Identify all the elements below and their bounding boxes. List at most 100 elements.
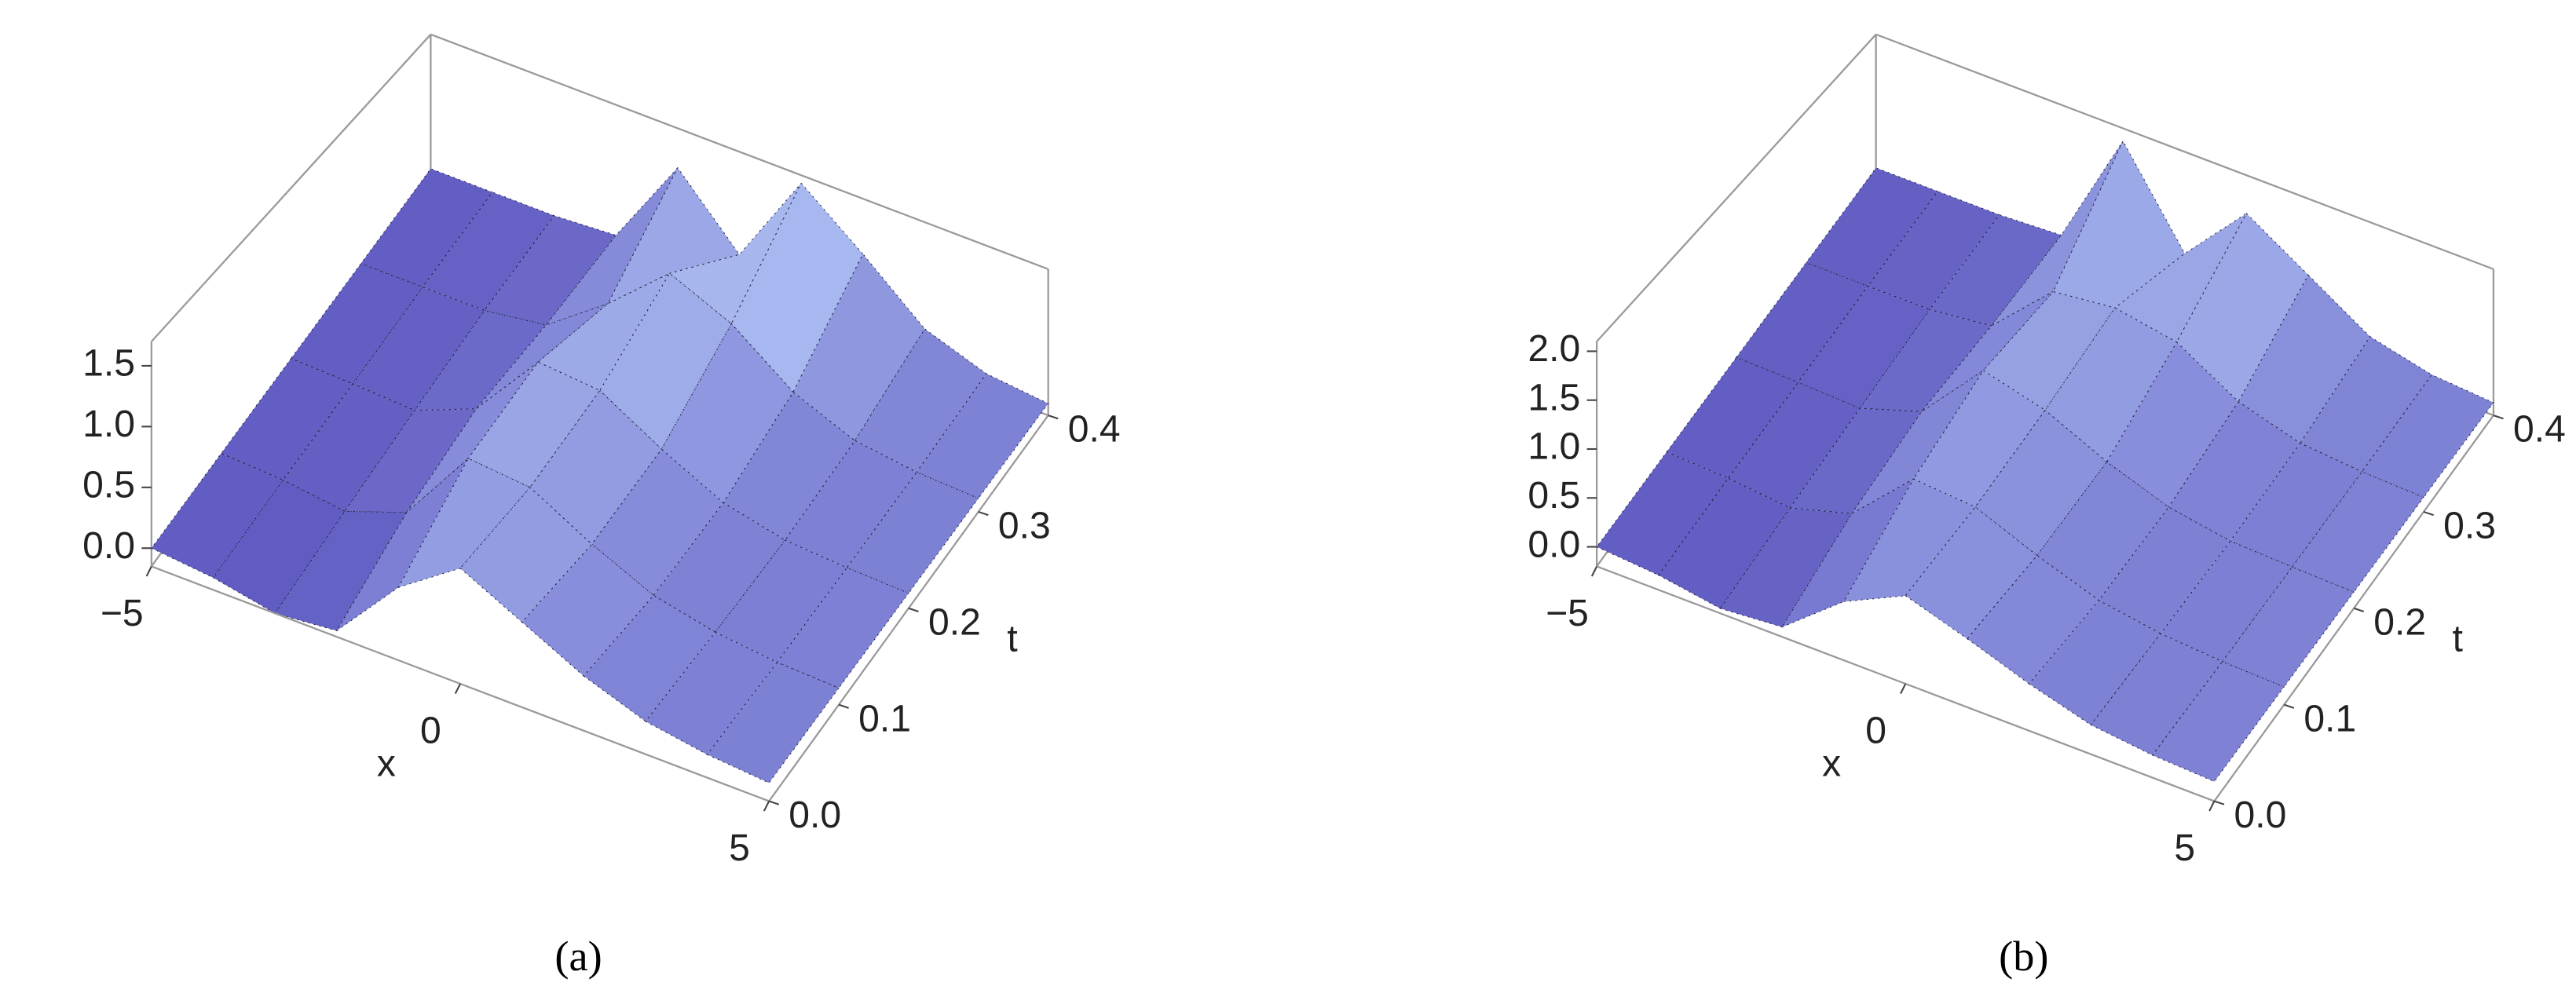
t-tick	[2283, 703, 2295, 709]
surface-patch	[360, 168, 493, 288]
z-tick-label: 2.0	[1528, 327, 1580, 370]
surface-patch	[352, 287, 485, 411]
x-tick	[763, 801, 770, 812]
surface-patch	[544, 167, 679, 327]
surface-patch	[2361, 374, 2494, 499]
surface-patch	[660, 323, 794, 504]
caption: (b)	[1999, 933, 2048, 980]
surface-patch	[521, 543, 654, 677]
t-tick-label: 0.2	[2373, 601, 2426, 643]
z-tick-label: 1.0	[1528, 425, 1580, 468]
surface-patch	[1797, 285, 1930, 409]
surface-patch	[2151, 661, 2285, 783]
t-tick-label: 0.2	[928, 601, 981, 643]
x-axis-label: x	[377, 742, 396, 784]
surface-patch	[1867, 191, 2000, 310]
t-tick-label: 0.0	[2234, 794, 2287, 836]
surface-patch	[1982, 290, 2116, 411]
surface-plot: −5 0 5 x 0.0 0.1 0.2 0.3 0.4 t 0.0 0.5 1.0 1.5 (a)	[82, 33, 1121, 980]
surface-plot: −5 0 5 x 0.0 0.1 0.2 0.3 0.4 t 0.0 0.5 1.0 1.5 2.0 (b)	[1528, 33, 2566, 980]
t-tick	[978, 510, 989, 517]
surface-patch	[2106, 341, 2239, 508]
surface-patch	[2221, 566, 2355, 688]
surface-patch	[2052, 140, 2186, 309]
surface-patch	[2300, 336, 2433, 473]
surface-patch	[274, 510, 408, 632]
t-axis-label: t	[1007, 617, 1017, 659]
surface-patch	[282, 383, 415, 513]
box-edge	[430, 33, 1049, 270]
t-tick	[2423, 510, 2434, 517]
t-tick	[2353, 607, 2365, 612]
surface-patch	[220, 357, 354, 481]
surface-patch	[784, 440, 917, 568]
x-axis-label: x	[1822, 742, 1841, 784]
surface-patch	[1719, 507, 1853, 628]
surface-patch	[916, 373, 1049, 499]
surface-patch	[2028, 600, 2161, 726]
surface-patch	[336, 458, 469, 631]
t-tick	[1048, 415, 1059, 420]
surface-patch	[422, 192, 555, 312]
t-tick	[2493, 415, 2504, 420]
t-axis-label: t	[2453, 617, 2463, 659]
surface-patch	[1736, 261, 1869, 383]
surface-patch	[290, 263, 423, 385]
t-tick-label: 0.4	[1068, 408, 1121, 451]
surface-patch	[467, 361, 601, 488]
t-tick-label: 0.4	[2513, 408, 2566, 451]
surface-patch	[706, 662, 840, 783]
z-tick-label: 0.5	[1528, 474, 1580, 517]
box-edge	[1596, 34, 1877, 342]
x-tick-label: 5	[2174, 827, 2195, 869]
t-tick-label: 0.3	[998, 505, 1051, 547]
caption: (a)	[554, 933, 602, 980]
t-tick	[2214, 800, 2225, 805]
surface-patch	[483, 215, 617, 326]
t-tick-label: 0.3	[2443, 505, 2496, 547]
surface-patch	[723, 391, 856, 541]
x-tick	[145, 565, 152, 577]
z-tick-label: 1.0	[82, 403, 135, 445]
x-tick-label: 0	[1865, 709, 1886, 751]
surface-patch	[645, 631, 778, 755]
surface-patch	[1805, 167, 1939, 287]
x-tick-label: −5	[1546, 592, 1589, 634]
surface-patch	[714, 539, 848, 663]
x-tick-label: 0	[420, 709, 441, 751]
surface-patch	[1974, 409, 2108, 557]
surface-patch	[846, 471, 979, 594]
x-tick	[2208, 801, 2216, 812]
surface-patch	[537, 272, 671, 392]
z-tick-label: 0.0	[82, 524, 135, 567]
t-tick	[768, 800, 780, 805]
t-tick-label: 0.1	[2303, 697, 2356, 740]
surface-patch	[606, 166, 741, 305]
x-tick-label: 5	[729, 827, 750, 869]
surface-patch	[1912, 370, 2046, 508]
surface-patch	[2098, 506, 2231, 634]
surface-patch	[776, 567, 909, 689]
surface-patch	[1596, 451, 1729, 576]
z-tick-label: 1.5	[82, 342, 135, 385]
surface-patch	[397, 458, 531, 589]
t-tick	[838, 703, 849, 709]
x-tick	[454, 683, 461, 695]
surface-patch	[2291, 471, 2424, 593]
surface-patch	[344, 408, 478, 513]
t-tick-label: 0.0	[789, 794, 841, 836]
x-tick-label: −5	[101, 592, 144, 634]
x-tick	[1900, 683, 1907, 695]
surface-patch	[599, 272, 732, 450]
surface-patch	[459, 487, 593, 623]
surface-patch	[1658, 477, 1791, 609]
surface-patch	[2036, 461, 2170, 601]
surface-patch	[212, 479, 346, 614]
z-tick-label: 1.5	[1528, 376, 1580, 418]
z-tick-label: 0.5	[82, 464, 135, 506]
box-edge	[151, 34, 432, 342]
surface-patch	[1666, 356, 1799, 479]
surface-patch	[151, 452, 284, 579]
